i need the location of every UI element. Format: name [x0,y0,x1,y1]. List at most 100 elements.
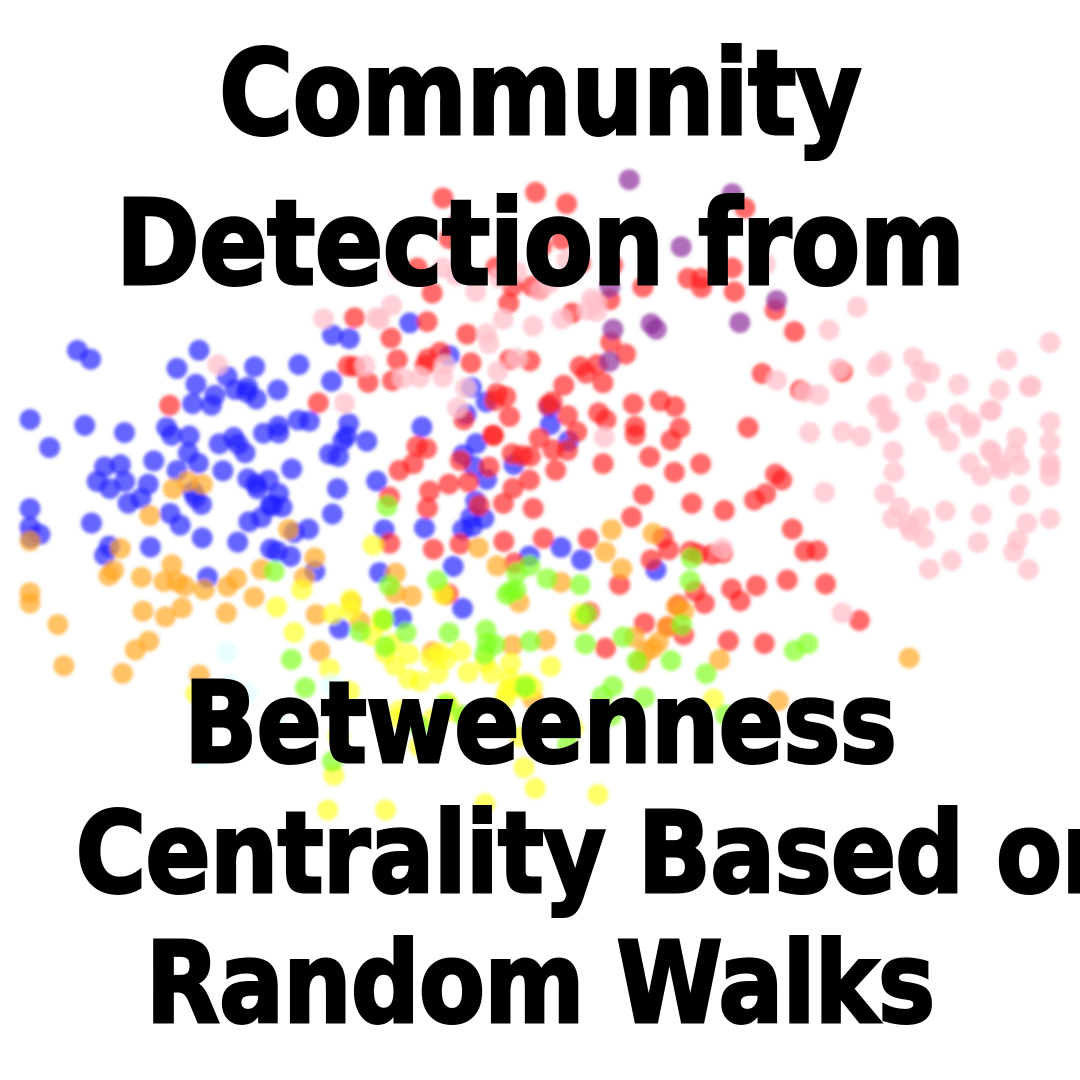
scatter-dot-pink [487,360,509,382]
scatter-dot-pink [1009,454,1031,476]
title-line-detection-from: Detection from [114,174,966,312]
scatter-dot-pink [556,250,578,272]
scatter-dot-purple [640,313,662,335]
scatter-dot-pink [1039,431,1061,453]
scatter-dot-orange [19,582,41,604]
scatter-dot-orange [154,606,176,628]
scatter-dot-orange [401,585,423,607]
scatter-dot-green [395,622,417,644]
scatter-dot-pink [905,381,927,402]
scatter-dot-orange [278,518,299,540]
scatter-dot-pink [1006,427,1028,449]
scatter-dot-red [737,417,759,438]
scatter-dot-blue [321,503,343,525]
scatter-dot-blue [414,517,435,539]
scatter-dot-blue [159,503,181,524]
scatter-dot-red [734,197,756,219]
scatter-dot-green [626,650,648,672]
scatter-dot-red [498,292,520,314]
scatter-dot-pink [934,500,956,522]
scatter-dot-blue [338,413,360,434]
scatter-dot-pink [207,354,229,376]
scatter-dot-red [681,492,703,514]
scatter-dot-orange [139,504,161,526]
scatter-dot-orange [132,600,154,622]
scatter-dot-orange [138,630,160,652]
scatter-dot-red [649,390,671,412]
scatter-dot-blue [191,493,212,515]
scatter-dot-yellow [450,640,472,662]
scatter-dot-green [475,619,497,641]
scatter-dot-red [416,311,438,333]
scatter-dot-cyan [216,641,238,663]
scatter-dot-blue [268,422,290,444]
scatter-dot-red [592,453,614,475]
scatter-dot-orange [131,566,152,588]
scatter-dot-red [569,355,591,377]
scatter-dot-red [531,236,552,258]
scatter-dot-pink [1016,512,1038,534]
scatter-dot-pink [979,439,1001,461]
scatter-dot-orange [665,595,687,617]
scatter-dot-red [421,282,443,304]
scatter-dot-orange [216,575,238,597]
scatter-dot-pink [988,379,1010,401]
scatter-dot-red [721,257,743,279]
scatter-dot-blue [321,324,343,346]
scatter-dot-blue [253,422,274,444]
scatter-dot-pink [959,452,981,474]
scatter-dot-yellow [362,534,384,556]
scatter-dot-blue [298,518,319,540]
scatter-dot-orange [501,634,523,656]
scatter-dot-green [373,608,395,630]
scatter-dot-orange [535,629,557,651]
scatter-dot-green [633,686,655,708]
scatter-dot-yellow [540,655,562,677]
scatter-dot-pink [551,308,573,330]
scatter-dot-pink [432,257,453,279]
scatter-dot-blue [237,468,259,490]
scatter-dot-red [743,489,765,511]
scatter-dot-pink [882,440,904,462]
scatter-dot-purple [721,183,743,205]
scatter-dot-orange [642,522,664,544]
scatter-dot-yellow [509,726,531,748]
scatter-dot-blue [156,417,178,438]
scatter-dot-blue [327,478,348,500]
title-line-centrality-based-on: Centrality Based on [74,789,1080,919]
scatter-dot-red [745,575,767,597]
scatter-dot-red [482,424,504,446]
scatter-dot-pink [506,347,528,369]
scatter-dot-pink [409,366,431,388]
scatter-dot-orange [594,541,616,563]
scatter-dot-orange [309,640,331,662]
scatter-dot-red [417,497,438,519]
scatter-dot-pink [882,508,904,529]
scatter-dot-pink [365,307,387,329]
scatter-dot-red [532,527,554,549]
scatter-dot-yellow [322,603,344,625]
scatter-dot-pink [478,333,500,355]
scatter-dot-green [714,704,736,726]
scatter-dot-pink [1017,559,1039,580]
scatter-dot-blue [19,409,41,430]
scatter-dot-blue [109,454,131,476]
scatter-dot-yellow [283,622,305,643]
scatter-dot-blue [244,356,266,378]
scatter-dot-blue [166,357,188,379]
scatter-dot-pink [913,527,935,549]
scatter-dot-pink [492,308,514,330]
scatter-dot-green [294,677,316,699]
scatter-dot-red [753,633,775,654]
scatter-dot-red [553,374,575,396]
scatter-dot-purple [670,236,692,258]
scatter-dot-pink [967,531,989,553]
scatter-dot-blue [227,531,249,553]
scatter-dot-yellow [384,654,406,676]
scatter-dot-green [374,636,396,657]
scatter-dot-blue [321,370,343,392]
scatter-dot-red [499,406,520,428]
scatter-dot-red [337,355,359,377]
scatter-dot-blue [130,487,152,509]
scatter-dot-green [695,663,717,685]
